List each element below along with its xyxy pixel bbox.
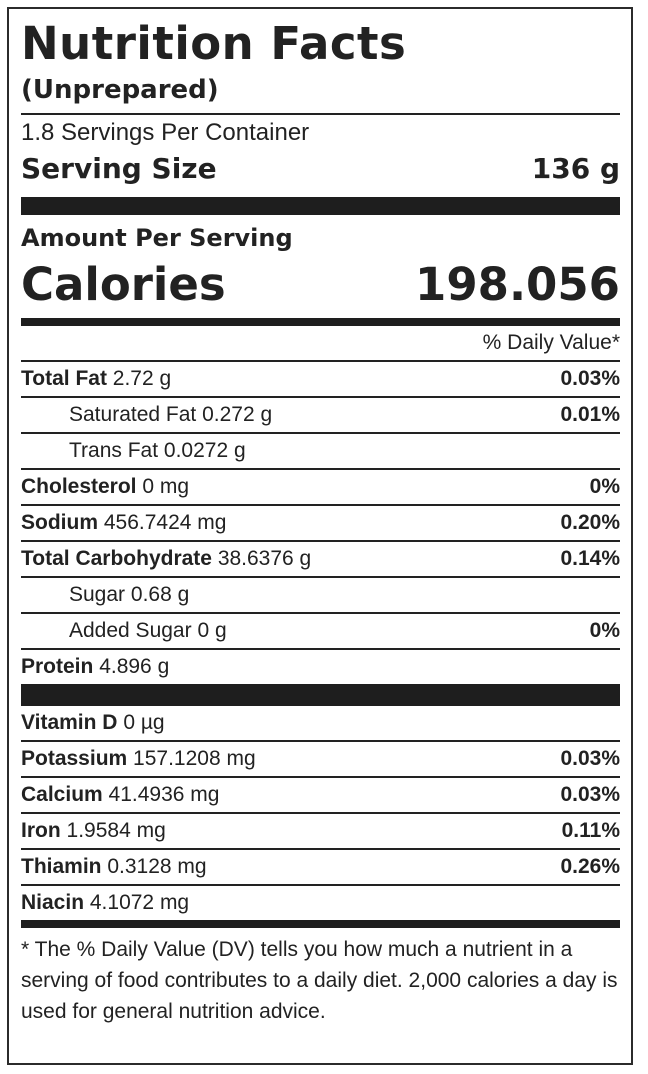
calories-row: Calories 198.056 (21, 255, 620, 313)
nutrient-name: Saturated Fat (69, 403, 197, 426)
nutrient-amount: 0.272 g (202, 403, 273, 426)
vitamin-amount: 0.3128 mg (107, 855, 207, 878)
nutrition-facts-label: Nutrition Facts (Unprepared) 1.8 Serving… (7, 7, 633, 1065)
vitamin-row-thiamin: Thiamin 0.3128 mg 0.26% (21, 850, 620, 886)
nutrient-row-sodium: Sodium 456.7424 mg 0.20% (21, 506, 620, 542)
vitamin-name: Potassium (21, 747, 128, 770)
nutrient-name: Cholesterol (21, 475, 137, 498)
nutrient-name: Total Fat (21, 367, 107, 390)
nutrient-dv: 0.14% (560, 547, 620, 570)
vitamin-row-iron: Iron 1.9584 mg 0.11% (21, 814, 620, 850)
vitamin-dv: 0.03% (560, 747, 620, 770)
calories-label: Calories (21, 258, 226, 311)
vitamin-dv: 0.03% (560, 783, 620, 806)
nutrient-row-protein: Protein 4.896 g (21, 650, 620, 684)
nutrient-dv: 0.03% (560, 367, 620, 390)
serving-size-row: Serving Size 136 g (21, 149, 620, 189)
vitamin-name: Niacin (21, 891, 85, 914)
nutrient-row-cholesterol: Cholesterol 0 mg 0% (21, 470, 620, 506)
divider-medium (21, 318, 620, 326)
nutrient-amount: 0 mg (142, 475, 190, 498)
label-title: Nutrition Facts (21, 17, 407, 70)
vitamin-dv: 0.26% (560, 855, 620, 878)
calories-value: 198.056 (415, 258, 620, 311)
vitamin-name: Iron (21, 819, 61, 842)
nutrient-name: Protein (21, 655, 94, 678)
vitamin-amount: 157.1208 mg (133, 747, 256, 770)
divider-vitamins (21, 684, 620, 706)
nutrient-dv: 0.20% (560, 511, 620, 534)
nutrient-row-trans-fat: Trans Fat 0.0272 g (21, 434, 620, 470)
divider-thick (21, 197, 620, 215)
nutrient-name: Total Carbohydrate (21, 547, 212, 570)
vitamin-row-calcium: Calcium 41.4936 mg 0.03% (21, 778, 620, 814)
nutrient-dv: 0.01% (560, 403, 620, 426)
nutrient-amount: 0 g (197, 619, 227, 642)
nutrient-amount: 0.0272 g (163, 439, 246, 462)
serving-size-label: Serving Size (21, 152, 217, 185)
servings-per-container: 1.8 Servings Per Container (21, 119, 310, 146)
nutrient-row-total-carbohydrate: Total Carbohydrate 38.6376 g 0.14% (21, 542, 620, 578)
vitamin-row-vitamin-d: Vitamin D 0 µg (21, 706, 620, 742)
vitamin-amount: 4.1072 mg (89, 891, 190, 914)
nutrient-dv: 0% (589, 475, 620, 498)
nutrient-name: Trans Fat (69, 439, 159, 462)
divider-footer (21, 920, 620, 928)
vitamin-row-niacin: Niacin 4.1072 mg (21, 886, 620, 920)
vitamin-amount: 1.9584 mg (66, 819, 166, 842)
nutrient-name: Sugar (69, 583, 126, 606)
vitamin-dv: 0.11% (561, 819, 620, 842)
vitamin-row-potassium: Potassium 157.1208 mg 0.03% (21, 742, 620, 778)
daily-value-header: % Daily Value* (21, 326, 620, 362)
vitamin-name: Thiamin (21, 855, 102, 878)
nutrient-dv: 0% (589, 619, 620, 642)
vitamin-name: Vitamin D (21, 711, 118, 734)
nutrient-name: Added Sugar (69, 619, 192, 642)
nutrient-name: Sodium (21, 511, 98, 534)
daily-value-footnote: * The % Daily Value (DV) tells you how m… (21, 938, 618, 1023)
nutrient-amount: 4.896 g (99, 655, 170, 678)
label-subtitle: (Unprepared) (21, 73, 620, 115)
vitamin-amount: 0 µg (123, 711, 165, 734)
vitamin-name: Calcium (21, 783, 103, 806)
nutrient-amount: 456.7424 mg (103, 511, 227, 534)
nutrient-amount: 2.72 g (112, 367, 172, 390)
nutrient-row-sugar: Sugar 0.68 g (21, 578, 620, 614)
nutrient-row-total-fat: Total Fat 2.72 g 0.03% (21, 362, 620, 398)
nutrient-row-added-sugar: Added Sugar 0 g 0% (21, 614, 620, 650)
nutrient-row-saturated-fat: Saturated Fat 0.272 g 0.01% (21, 398, 620, 434)
label-content: Nutrition Facts (Unprepared) 1.8 Serving… (21, 15, 620, 1027)
vitamin-amount: 41.4936 mg (108, 783, 220, 806)
nutrient-amount: 38.6376 g (217, 547, 312, 570)
nutrient-amount: 0.68 g (130, 583, 190, 606)
amount-per-serving: Amount Per Serving (21, 224, 293, 252)
serving-size-value: 136 g (531, 152, 620, 185)
